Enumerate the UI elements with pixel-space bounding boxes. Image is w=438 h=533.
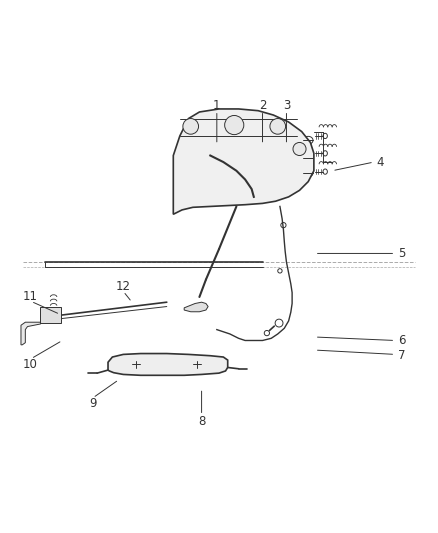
Text: 12: 12 — [116, 280, 131, 293]
PathPatch shape — [108, 353, 228, 375]
Text: 10: 10 — [22, 358, 37, 371]
Text: 8: 8 — [198, 415, 205, 427]
Text: 11: 11 — [22, 290, 37, 303]
Circle shape — [183, 118, 198, 134]
Text: 7: 7 — [398, 349, 406, 362]
Text: 1: 1 — [213, 99, 221, 112]
PathPatch shape — [21, 322, 41, 345]
PathPatch shape — [173, 109, 314, 214]
Text: 6: 6 — [398, 334, 406, 347]
Circle shape — [225, 116, 244, 135]
FancyBboxPatch shape — [40, 308, 61, 323]
Text: 5: 5 — [398, 247, 406, 260]
Text: 3: 3 — [283, 99, 290, 112]
Text: 2: 2 — [259, 99, 266, 112]
Text: 9: 9 — [89, 397, 96, 410]
Circle shape — [270, 118, 286, 134]
PathPatch shape — [184, 302, 208, 312]
Text: 4: 4 — [376, 156, 384, 168]
Circle shape — [293, 142, 306, 156]
